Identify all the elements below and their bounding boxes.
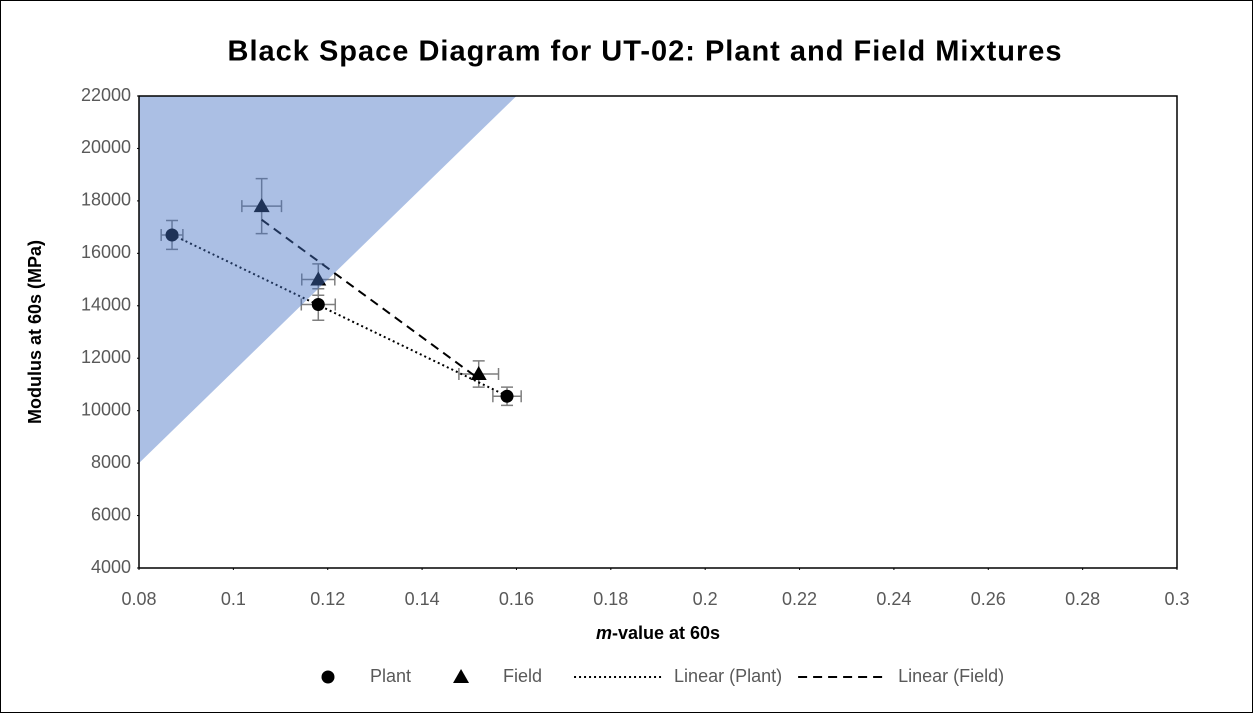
trendline <box>171 233 508 397</box>
y-tick-label: 20000 <box>81 137 131 157</box>
x-tick-label: 0.24 <box>876 589 911 609</box>
marker <box>500 389 514 403</box>
marker <box>165 228 179 242</box>
legend-label: Field <box>503 666 542 686</box>
x-tick-label: 0.18 <box>593 589 628 609</box>
y-tick-label: 4000 <box>91 557 131 577</box>
x-tick-label: 0.12 <box>310 589 345 609</box>
x-tick-label: 0.26 <box>971 589 1006 609</box>
marker <box>470 365 487 380</box>
legend-label: Linear (Field) <box>898 666 1004 686</box>
marker <box>253 198 270 213</box>
x-tick-label: 0.14 <box>405 589 440 609</box>
legend-label: Linear (Plant) <box>674 666 782 686</box>
marker <box>321 670 335 684</box>
x-tick-label: 0.2 <box>693 589 718 609</box>
region <box>139 96 517 464</box>
y-tick-label: 22000 <box>81 85 131 105</box>
plot-border <box>138 95 1178 569</box>
y-tick-label: 6000 <box>91 504 131 524</box>
y-axis-label: Modulus at 60s (MPa) <box>25 240 45 424</box>
y-tick-label: 8000 <box>91 452 131 472</box>
y-tick-label: 10000 <box>81 399 131 419</box>
x-tick-label: 0.1 <box>221 589 246 609</box>
chart-title: Black Space Diagram for UT-02: Plant and… <box>228 36 1063 68</box>
x-tick-label: 0.08 <box>121 589 156 609</box>
legend-label: Plant <box>370 666 411 686</box>
x-axis-label: m-value at 60s <box>596 623 720 643</box>
y-tick-label: 16000 <box>81 242 131 262</box>
marker <box>310 271 327 286</box>
y-tick-label: 18000 <box>81 190 131 210</box>
marker <box>453 669 470 683</box>
x-tick-label: 0.28 <box>1065 589 1100 609</box>
x-axis-label-part: m <box>596 623 612 643</box>
marker <box>311 297 325 311</box>
y-tick-label: 12000 <box>81 347 131 367</box>
x-axis-label-part: -value at 60s <box>612 623 720 643</box>
y-tick-label: 14000 <box>81 295 131 315</box>
x-tick-label: 0.3 <box>1164 589 1189 609</box>
x-tick-label: 0.16 <box>499 589 534 609</box>
x-tick-label: 0.22 <box>782 589 817 609</box>
